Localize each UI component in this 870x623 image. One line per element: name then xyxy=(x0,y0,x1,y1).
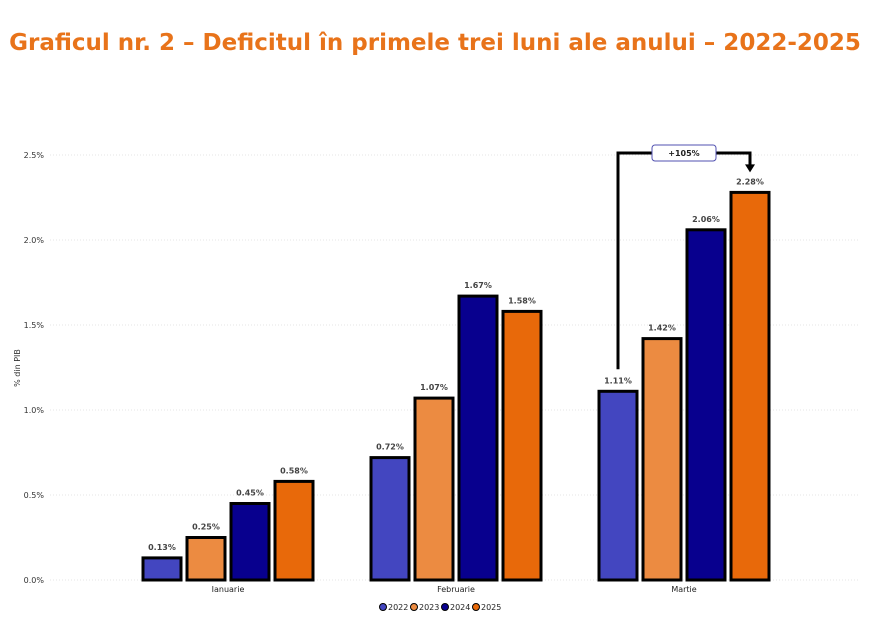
y-tick-label: 1.5% xyxy=(24,321,45,330)
bar-2025-martie xyxy=(729,190,771,582)
data-label: 0.25% xyxy=(192,523,220,532)
bar-2024-ianuarie xyxy=(229,502,271,582)
legend-marker xyxy=(410,603,418,611)
bar-2025-februarie xyxy=(501,309,543,582)
data-label: 2.28% xyxy=(736,177,764,186)
data-label: 1.67% xyxy=(464,281,492,290)
bar-2024-februarie xyxy=(457,294,499,582)
legend-marker xyxy=(441,603,449,611)
chart-title: Graficul nr. 2 – Deficitul în primele tr… xyxy=(9,30,861,56)
data-label: 1.11% xyxy=(604,376,632,385)
data-label: 0.58% xyxy=(280,466,308,475)
legend-marker xyxy=(379,603,387,611)
annotation-text: +105% xyxy=(668,149,699,158)
bar-2022-ianuarie xyxy=(141,556,183,582)
y-axis-ticks: 0.0% 0.5% 1.0% 1.5% 2.0% 2.5% xyxy=(24,151,45,585)
y-tick-label: 2.5% xyxy=(24,151,45,160)
legend-label: 2023 xyxy=(419,603,439,612)
data-labels: 0.13% 0.72% 1.11% 0.25% 1.07% 1.42% 0.45% 1.67%… xyxy=(148,177,764,552)
bar-2024-martie xyxy=(685,228,727,582)
data-label: 2.06% xyxy=(692,215,720,224)
y-axis-label: % din PIB xyxy=(13,349,22,387)
data-label: 1.07% xyxy=(420,383,448,392)
legend: 2022 2023 2024 2025 xyxy=(379,603,501,612)
legend-label: 2022 xyxy=(388,603,408,612)
legend-label: 2024 xyxy=(450,603,470,612)
data-label: 1.58% xyxy=(508,296,536,305)
gridlines xyxy=(50,154,860,581)
annotation-arrowhead xyxy=(745,164,755,173)
y-tick-label: 0.0% xyxy=(24,576,45,585)
y-tick-label: 2.0% xyxy=(24,236,45,245)
bar-2023-ianuarie xyxy=(185,536,227,582)
category-label: Martie xyxy=(671,585,696,594)
legend-label: 2025 xyxy=(481,603,501,612)
y-tick-label: 0.5% xyxy=(24,491,45,500)
bar-2022-februarie xyxy=(369,456,411,582)
category-label: Februarie xyxy=(437,585,475,594)
y-tick-label: 1.0% xyxy=(24,406,45,415)
data-label: 0.13% xyxy=(148,543,176,552)
data-label: 0.45% xyxy=(236,489,264,498)
annotation-box xyxy=(651,144,717,162)
bar-2023-martie xyxy=(641,337,683,582)
bar-2023-februarie xyxy=(413,396,455,582)
category-labels: Ianuarie Februarie Martie xyxy=(212,585,697,594)
bars xyxy=(141,190,771,582)
bar-2022-martie xyxy=(597,389,639,582)
growth-annotation: +105% xyxy=(616,144,755,370)
category-label: Ianuarie xyxy=(212,585,245,594)
bar-2025-ianuarie xyxy=(273,479,315,582)
data-label: 0.72% xyxy=(376,443,404,452)
legend-marker xyxy=(472,603,480,611)
data-label: 1.42% xyxy=(648,324,676,333)
